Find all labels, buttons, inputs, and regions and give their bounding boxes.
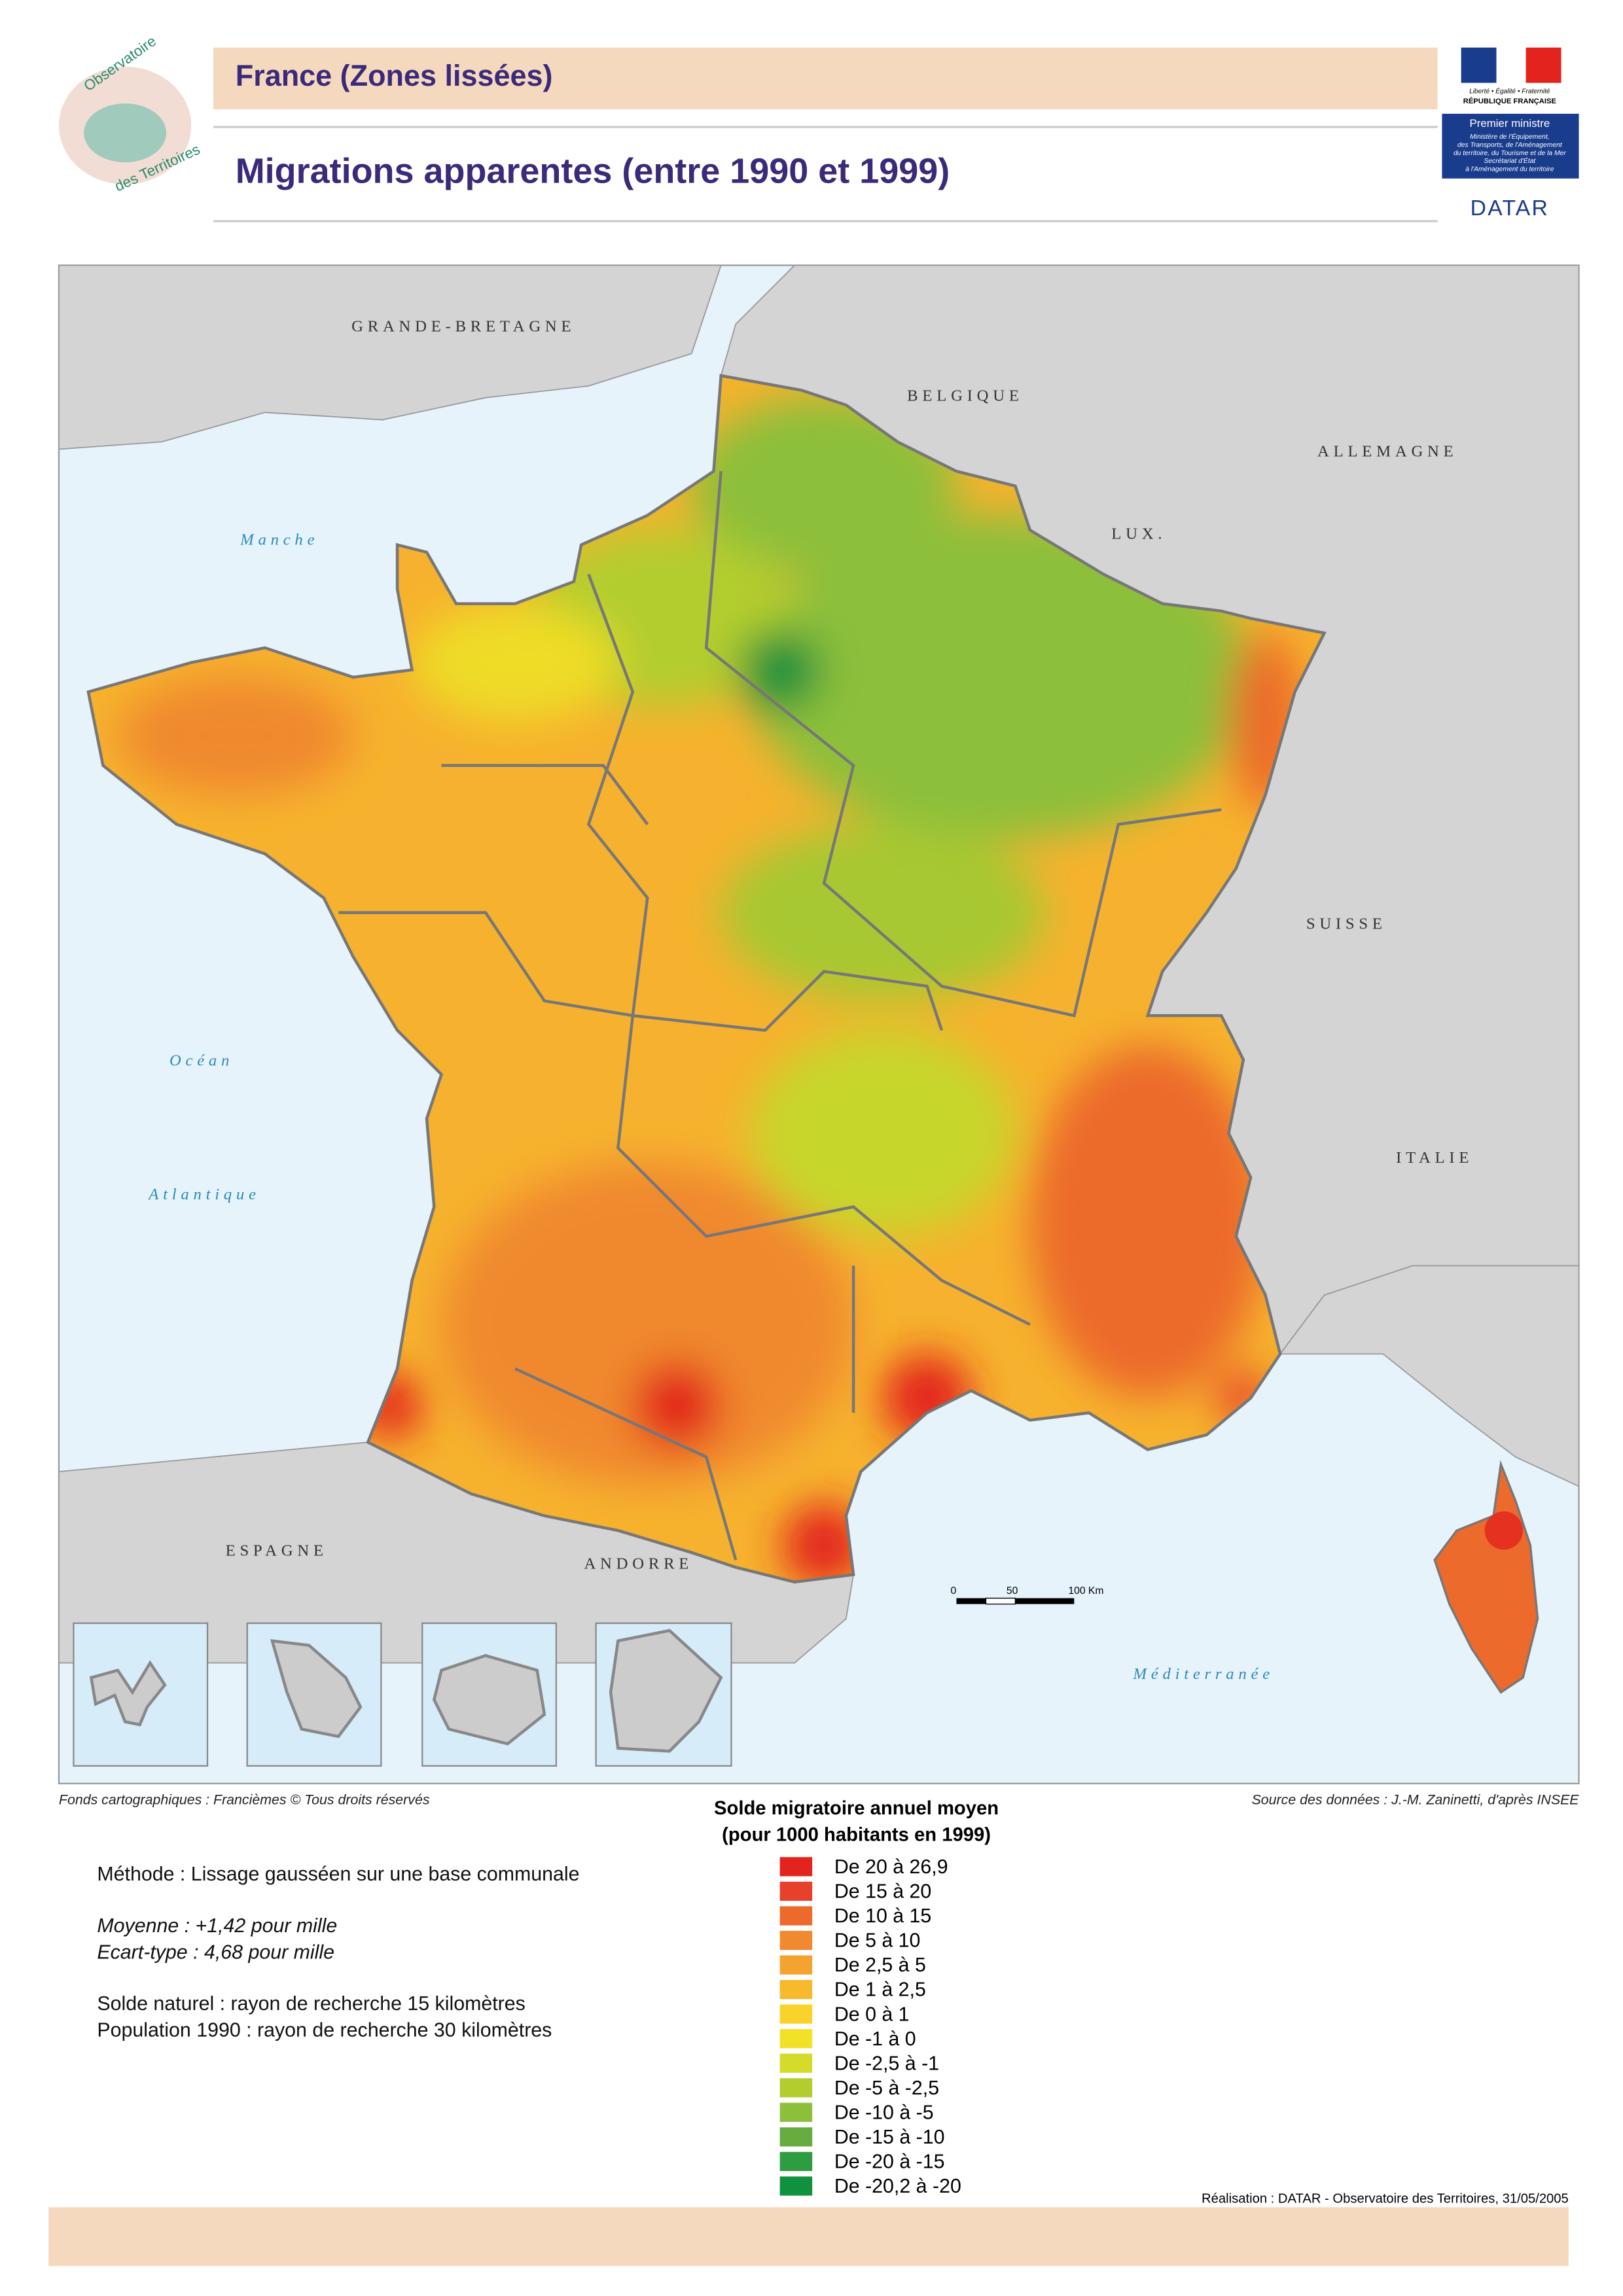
- country-label: LUX.: [1111, 525, 1166, 543]
- legend-label: De -5 à -2,5: [834, 2077, 939, 2099]
- legend-swatch: [779, 2102, 813, 2122]
- ministry-line: des Transports, de l'Aménagement: [1457, 141, 1563, 149]
- premier: Premier ministre: [1470, 117, 1550, 130]
- datar: DATAR: [1471, 196, 1550, 221]
- legend-label: De -15 à -10: [834, 2127, 945, 2148]
- legend-swatch: [779, 2127, 813, 2147]
- legend-title: (pour 1000 habitants en 1999): [722, 1825, 991, 1846]
- republic-name: RÉPUBLIQUE FRANÇAISE: [1463, 97, 1557, 105]
- legend-swatch: [779, 2151, 813, 2172]
- france-outline: [86, 374, 1327, 1584]
- logo: Observatoire des Territoires: [58, 33, 203, 195]
- neighbours: [58, 264, 1580, 1664]
- title: France (Zones lissées): [236, 59, 553, 92]
- basemap-credit: Fonds cartographiques : Francièmes © Tou…: [59, 1792, 430, 1807]
- legend-label: De -1 à 0: [834, 2028, 916, 2050]
- corsica-hotspot: [1484, 1511, 1524, 1550]
- legend-label: De -2,5 à -1: [834, 2053, 939, 2074]
- legend-label: De -10 à -5: [834, 2102, 934, 2123]
- scale-bar: 0 50 100 Km: [950, 1585, 1104, 1605]
- sea-label: Atlantique: [147, 1186, 260, 1203]
- legend-label: De 0 à 1: [834, 2004, 910, 2025]
- legend-label: De -20 à -15: [834, 2151, 945, 2173]
- legend-label: De 1 à 2,5: [834, 1979, 926, 2001]
- note: Méthode : Lissage gausséen sur une base …: [97, 1863, 579, 1885]
- ministry-line: à l'Aménagement du territoire: [1465, 166, 1554, 173]
- insets: [73, 1622, 732, 1767]
- legend-swatch: [779, 1930, 813, 1951]
- country-label: BELGIQUE: [907, 387, 1024, 404]
- legend-label: De 5 à 10: [834, 1930, 921, 1952]
- country-label: ALLEMAGNE: [1317, 443, 1458, 461]
- legend-label: De 10 à 15: [834, 1905, 931, 1927]
- subtitle: Migrations apparentes (entre 1990 et 199…: [236, 152, 950, 191]
- ministry-line: du territoire, du Tourisme et de la Mer: [1454, 150, 1566, 157]
- legend-label: De 2,5 à 5: [834, 1954, 926, 1976]
- legend-label: De 15 à 20: [834, 1881, 931, 1903]
- scale-label: 50: [1007, 1585, 1018, 1597]
- note: Ecart-type : 4,68 pour mille: [97, 1941, 334, 1963]
- ministry-line: Ministère de l'Équipement,: [1470, 132, 1549, 141]
- sea-label: Océan: [169, 1052, 234, 1070]
- sea-label: Méditerranée: [1132, 1665, 1274, 1683]
- country-label: ESPAGNE: [226, 1542, 328, 1559]
- source: Source des données : J.-M. Zaninetti, d'…: [1252, 1792, 1580, 1807]
- legend-swatch: [779, 2004, 813, 2024]
- legend-swatch: [779, 1857, 813, 1877]
- legend-label: De -20,2 à -20: [834, 2176, 961, 2197]
- legend-swatch: [779, 1906, 813, 1926]
- motto: Liberté • Égalité • Fraternité: [1469, 86, 1550, 95]
- scale-label: 100 Km: [1068, 1585, 1103, 1597]
- ministry-line: Secrétariat d'État: [1484, 156, 1536, 165]
- legend-swatch: [779, 1881, 813, 1901]
- legend-swatch: [779, 1979, 813, 2000]
- title-band: [213, 47, 1438, 110]
- legend-swatch: [779, 2078, 813, 2098]
- legend-title: Solde migratoire annuel moyen: [714, 1798, 999, 1819]
- country-label: SUISSE: [1306, 915, 1387, 932]
- note: Solde naturel : rayon de recherche 15 ki…: [97, 1993, 525, 2015]
- legend-swatch: [779, 2176, 813, 2196]
- republic-logo: Liberté • Égalité • Fraternité RÉPUBLIQU…: [1442, 47, 1579, 221]
- legend-swatch: [779, 2029, 813, 2049]
- scale-label: 0: [950, 1585, 956, 1597]
- footer-band: [48, 2207, 1569, 2267]
- country-label: ITALIE: [1396, 1149, 1473, 1167]
- legend-swatch: [779, 1955, 813, 1975]
- country-label: GRANDE-BRETAGNE: [351, 318, 575, 336]
- note: Population 1990 : rayon de recherche 30 …: [97, 2020, 552, 2041]
- realisation: Réalisation : DATAR - Observatoire des T…: [1202, 2192, 1569, 2206]
- country-label: ANDORRE: [584, 1555, 693, 1573]
- legend-label: De 20 à 26,9: [834, 1856, 948, 1878]
- legend-swatch: [779, 2053, 813, 2073]
- note: Moyenne : +1,42 pour mille: [97, 1915, 337, 1937]
- sea-label: Manche: [240, 531, 319, 549]
